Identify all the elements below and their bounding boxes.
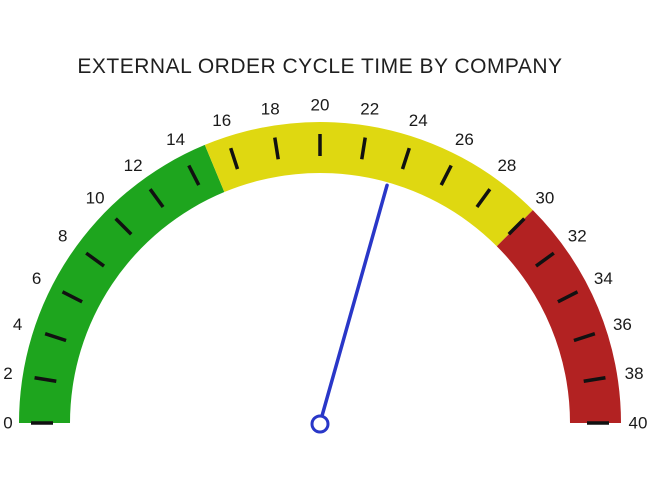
- tick-mark: [439, 164, 453, 186]
- tick-label: 26: [455, 130, 474, 149]
- tick-label: 12: [124, 156, 143, 175]
- tick-label: 14: [166, 130, 185, 149]
- zone-green: [19, 144, 225, 423]
- tick-label: 36: [613, 315, 632, 334]
- tick-label: 0: [3, 414, 12, 433]
- tick-mark: [114, 217, 133, 236]
- tick-mark: [475, 188, 492, 209]
- tick-mark: [187, 164, 201, 186]
- tick-mark: [557, 290, 579, 304]
- zone-red: [496, 210, 621, 423]
- tick-label: 24: [409, 111, 428, 130]
- tick-label: 6: [32, 269, 41, 288]
- zone-yellow: [204, 122, 533, 247]
- tick-mark: [583, 376, 606, 383]
- gauge-ticks: [31, 134, 609, 425]
- tick-label: 40: [629, 414, 648, 433]
- tick-label: 18: [261, 99, 280, 118]
- tick-mark: [507, 217, 526, 236]
- needle: [318, 183, 389, 425]
- tick-mark: [85, 251, 106, 268]
- gauge-needle: [310, 183, 389, 434]
- tick-mark: [400, 147, 411, 170]
- tick-label: 32: [568, 227, 587, 246]
- tick-mark: [534, 251, 555, 268]
- needle-pivot: [310, 414, 330, 434]
- tick-label: 38: [625, 364, 644, 383]
- tick-label: 10: [86, 189, 105, 208]
- tick-mark: [148, 188, 165, 209]
- tick-label: 20: [311, 96, 330, 115]
- tick-mark: [34, 376, 57, 383]
- tick-label: 2: [3, 364, 12, 383]
- tick-label: 16: [212, 111, 231, 130]
- tick-label: 30: [535, 189, 554, 208]
- tick-mark: [573, 332, 596, 343]
- tick-label: 34: [594, 269, 613, 288]
- tick-mark: [360, 137, 367, 160]
- tick-mark: [61, 290, 83, 304]
- tick-mark: [273, 137, 280, 160]
- tick-mark: [229, 147, 240, 170]
- tick-label: 8: [58, 227, 67, 246]
- tick-mark: [44, 332, 67, 343]
- tick-label: 22: [360, 99, 379, 118]
- tick-label: 4: [13, 315, 22, 334]
- chart-title: EXTERNAL ORDER CYCLE TIME BY COMPANY: [77, 55, 562, 78]
- gauge-zones: [19, 122, 621, 423]
- tick-label: 28: [497, 156, 516, 175]
